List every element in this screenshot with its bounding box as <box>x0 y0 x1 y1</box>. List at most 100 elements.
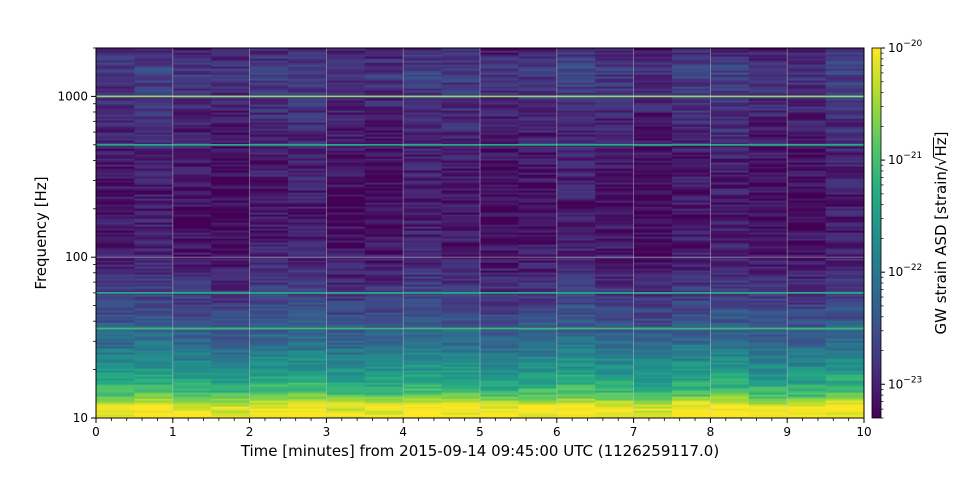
heatmap-cell <box>787 154 827 157</box>
heatmap-cell <box>96 348 135 351</box>
heatmap-cell <box>211 64 251 67</box>
heatmap-cell <box>633 192 673 195</box>
heatmap-cell <box>403 236 443 239</box>
heatmap-cell <box>748 232 788 235</box>
heatmap-cell <box>595 396 635 399</box>
heatmap-cell <box>710 116 750 119</box>
heatmap-cell <box>825 250 864 253</box>
heatmap-cell <box>134 302 174 305</box>
heatmap-cell <box>595 190 635 193</box>
heatmap-cell <box>134 344 174 347</box>
heatmap-cell <box>672 388 711 391</box>
heatmap-cell <box>403 100 443 103</box>
heatmap-cell <box>672 162 711 165</box>
heatmap-cell <box>672 86 711 89</box>
heatmap-cell <box>518 172 558 175</box>
heatmap-cell <box>595 234 635 237</box>
heatmap-cell <box>633 338 673 341</box>
heatmap-cell <box>710 218 750 221</box>
heatmap-cell <box>518 164 558 167</box>
heatmap-cell <box>96 396 135 399</box>
heatmap-cell <box>134 296 174 299</box>
heatmap-cell <box>211 396 251 399</box>
heatmap-cell <box>441 380 481 383</box>
heatmap-cell <box>480 110 519 113</box>
heatmap-cell <box>480 222 519 225</box>
heatmap-cell <box>96 234 135 237</box>
heatmap-cell <box>672 286 711 289</box>
heatmap-cell <box>672 132 711 135</box>
heatmap-cell <box>748 180 788 183</box>
heatmap-cell <box>288 410 327 413</box>
heatmap-cell <box>249 78 289 81</box>
heatmap-cell <box>595 386 635 389</box>
heatmap-cell <box>480 174 519 177</box>
heatmap-cell <box>518 306 558 309</box>
heatmap-cell <box>134 228 174 231</box>
heatmap-cell <box>134 238 174 241</box>
heatmap-cell <box>595 58 635 61</box>
heatmap-cell <box>211 324 251 327</box>
heatmap-cell <box>672 80 711 83</box>
heatmap-cell <box>403 356 443 359</box>
heatmap-cell <box>249 312 289 315</box>
heatmap-cell <box>556 246 596 249</box>
heatmap-cell <box>710 146 750 149</box>
heatmap-cell <box>480 268 519 271</box>
heatmap-cell <box>364 120 404 123</box>
heatmap-cell <box>748 284 788 287</box>
heatmap-cell <box>403 156 443 159</box>
heatmap-cell <box>441 400 481 403</box>
heatmap-cell <box>556 184 596 187</box>
colorbar-tick-label: 10−20 <box>888 39 923 55</box>
heatmap-cell <box>172 60 212 63</box>
heatmap-cell <box>595 170 635 173</box>
heatmap-cell <box>787 124 827 127</box>
heatmap-cell <box>787 62 827 65</box>
heatmap-cell <box>672 210 711 213</box>
heatmap-cell <box>787 386 827 389</box>
heatmap-cell <box>710 192 750 195</box>
heatmap-cell <box>211 268 251 271</box>
heatmap-cell <box>364 308 404 311</box>
heatmap-cell <box>480 368 519 371</box>
heatmap-cell <box>211 342 251 345</box>
heatmap-cell <box>134 226 174 229</box>
heatmap-cell <box>748 380 788 383</box>
heatmap-cell <box>710 298 750 301</box>
heatmap-cell <box>595 362 635 365</box>
heatmap-cell <box>249 326 289 329</box>
heatmap-cell <box>518 322 558 325</box>
heatmap-cell <box>518 140 558 143</box>
heatmap-cell <box>710 72 750 75</box>
heatmap-cell <box>748 236 788 239</box>
heatmap-cell <box>633 112 673 115</box>
heatmap-cell <box>825 294 864 297</box>
heatmap-cell <box>441 240 481 243</box>
heatmap-cell <box>249 290 289 293</box>
heatmap-cell <box>441 220 481 223</box>
heatmap-cell <box>134 230 174 233</box>
heatmap-cell <box>364 224 404 227</box>
heatmap-cell <box>787 212 827 215</box>
heatmap-cell <box>96 76 135 79</box>
heatmap-cell <box>825 390 864 393</box>
heatmap-cell <box>288 220 327 223</box>
heatmap-cell <box>480 160 519 163</box>
heatmap-cell <box>787 168 827 171</box>
heatmap-cell <box>480 334 519 337</box>
heatmap-cell <box>403 60 443 63</box>
heatmap-cell <box>403 280 443 283</box>
heatmap-cell <box>518 382 558 385</box>
heatmap-cell <box>595 412 635 415</box>
heatmap-cell <box>480 136 519 139</box>
heatmap-cell <box>825 136 864 139</box>
heatmap-cell <box>710 410 750 413</box>
heatmap-cell <box>825 192 864 195</box>
heatmap-cell <box>326 404 366 407</box>
heatmap-cell <box>518 116 558 119</box>
heatmap-cell <box>403 394 443 397</box>
heatmap-cell <box>825 284 864 287</box>
heatmap-cell <box>710 332 750 335</box>
heatmap-cell <box>326 78 366 81</box>
